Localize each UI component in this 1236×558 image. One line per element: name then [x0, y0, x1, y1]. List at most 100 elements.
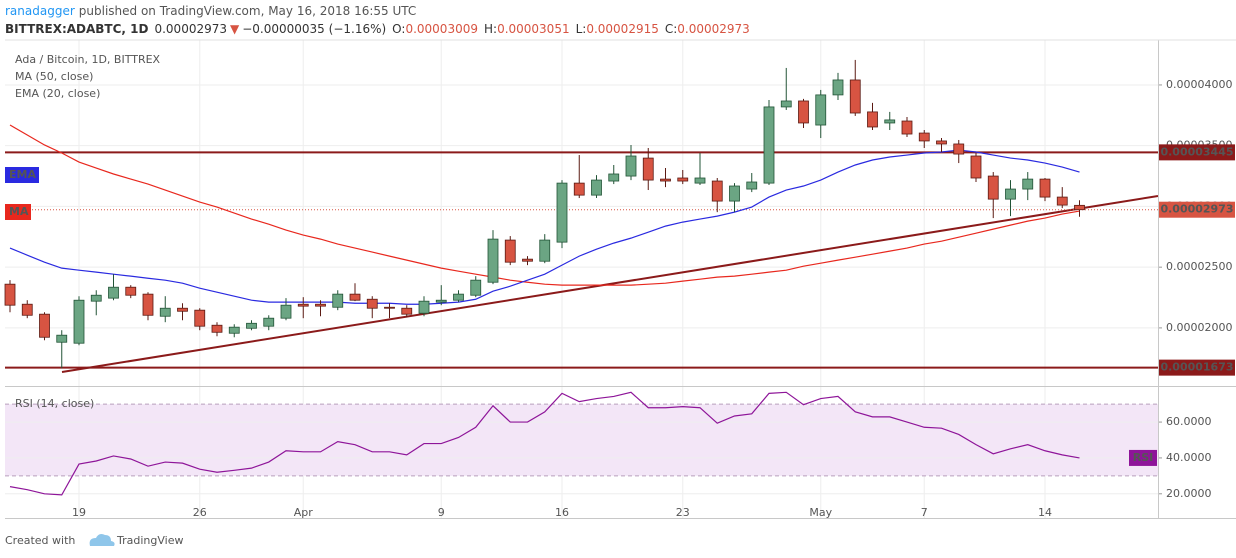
candle-body	[56, 334, 68, 343]
x-tick-label: Apr	[294, 506, 314, 519]
candle-body	[711, 180, 723, 202]
x-tick-label: 14	[1038, 506, 1052, 519]
legend-entry: EMA (20, close)	[15, 87, 100, 100]
rsi-badge	[1129, 449, 1157, 466]
price-badge	[1159, 201, 1235, 218]
candle-body	[315, 303, 326, 307]
candle-body	[487, 238, 499, 283]
y-tick-label: 40.0000	[1166, 451, 1212, 464]
x-tick-label: 26	[193, 506, 207, 519]
candle-body	[608, 173, 620, 182]
candle-body	[1039, 178, 1051, 198]
ohlc-value: 0.00002973	[677, 22, 750, 36]
candle-body	[297, 303, 309, 307]
x-tick-label: 16	[555, 506, 569, 519]
price-badge-label: 0.00003445	[1160, 145, 1233, 158]
published: published on TradingView.com, May 16, 20…	[79, 4, 416, 18]
ohlc-label: C:	[665, 22, 677, 36]
direction: ▼	[230, 22, 240, 36]
symbol-line: BITTREX:ADABTC, 1D 0.00002973 ▼ −0.00000035…	[5, 22, 750, 36]
candle-body	[660, 178, 671, 182]
y-tick-label: 0.00004000	[1166, 78, 1232, 91]
chart-title: Ada / Bitcoin, 1D, BITTREX	[15, 53, 161, 66]
candle-body	[953, 143, 965, 155]
candle-body	[177, 307, 188, 312]
candle-body	[73, 299, 85, 344]
candle-body	[332, 293, 344, 308]
candle-body	[970, 155, 982, 179]
candle-body	[918, 132, 930, 142]
candle-body	[832, 79, 844, 96]
price-badge-label: 0.00002973	[1160, 203, 1233, 216]
candle-body	[246, 322, 257, 329]
candle-body	[1074, 204, 1085, 211]
publisher[interactable]: ranadagger	[5, 4, 75, 18]
price-badge	[1159, 144, 1235, 161]
change: −0.00000035 (−1.16%)	[242, 22, 386, 36]
y-tick-label: 0.00002500	[1166, 260, 1232, 273]
legend-badge-label: MA	[9, 205, 29, 218]
marks-layer	[4, 59, 1085, 496]
ohlc-label: L:	[576, 22, 587, 36]
candle-body	[987, 175, 999, 200]
legend-badge	[5, 204, 31, 220]
candle-body	[936, 140, 947, 145]
candle-body	[125, 286, 137, 296]
symbol: BITTREX:ADABTC, 1D	[5, 22, 149, 36]
last-price: 0.00002973	[154, 22, 227, 36]
price-badge	[1159, 359, 1235, 376]
candle-body	[746, 181, 758, 190]
candle-body	[901, 120, 913, 135]
ohlc-label: O:	[392, 22, 405, 36]
candle-body	[39, 313, 50, 338]
candle-body	[849, 79, 861, 114]
drawing-layer	[5, 124, 1159, 373]
x-tick-label: 19	[72, 506, 86, 519]
candle-body	[625, 155, 637, 177]
candle-body	[470, 279, 482, 296]
candle-body	[90, 294, 102, 302]
candle-body	[884, 119, 896, 124]
legend-entry: MA (50, close)	[15, 70, 93, 83]
footer-brand[interactable]: TradingView	[116, 534, 183, 547]
candle-body	[349, 293, 361, 301]
brand-logo	[89, 534, 115, 546]
candle-body	[539, 239, 551, 262]
trend-line	[61, 195, 1159, 373]
candle-body	[21, 303, 33, 316]
candle-body	[522, 258, 533, 262]
candle-body	[642, 157, 654, 181]
candle-body	[401, 307, 413, 315]
candle-body	[763, 106, 775, 184]
y-tick-label: 60.0000	[1166, 415, 1212, 428]
x-tick-label: 23	[676, 506, 690, 519]
candle-body	[694, 177, 706, 184]
header-line: ranadagger published on TradingView.com, …	[5, 4, 416, 18]
candle-body	[815, 94, 827, 126]
candle-body	[453, 293, 464, 301]
candle-body	[159, 307, 171, 317]
x-tick-label: May	[809, 506, 832, 519]
candle-body	[729, 185, 740, 202]
candle-body	[1022, 178, 1034, 190]
candle-body	[556, 182, 568, 243]
candle-body	[4, 283, 16, 306]
ohlc-value: 0.00002915	[586, 22, 659, 36]
ohlc-label: H:	[484, 22, 497, 36]
candle-body	[591, 179, 602, 196]
candle-body	[263, 317, 275, 327]
candle-body	[228, 326, 240, 334]
candle-body	[573, 182, 585, 196]
candle-body	[194, 309, 206, 327]
candle-body	[142, 293, 154, 316]
grid-layer	[5, 40, 1158, 518]
x-tick-label: 7	[921, 506, 928, 519]
candle-body	[280, 304, 292, 319]
candle-body	[780, 100, 792, 108]
ohlc-value: 0.00003009	[405, 22, 478, 36]
candle-body	[504, 239, 516, 263]
legend-badge	[5, 167, 39, 183]
candle-body	[366, 298, 378, 309]
